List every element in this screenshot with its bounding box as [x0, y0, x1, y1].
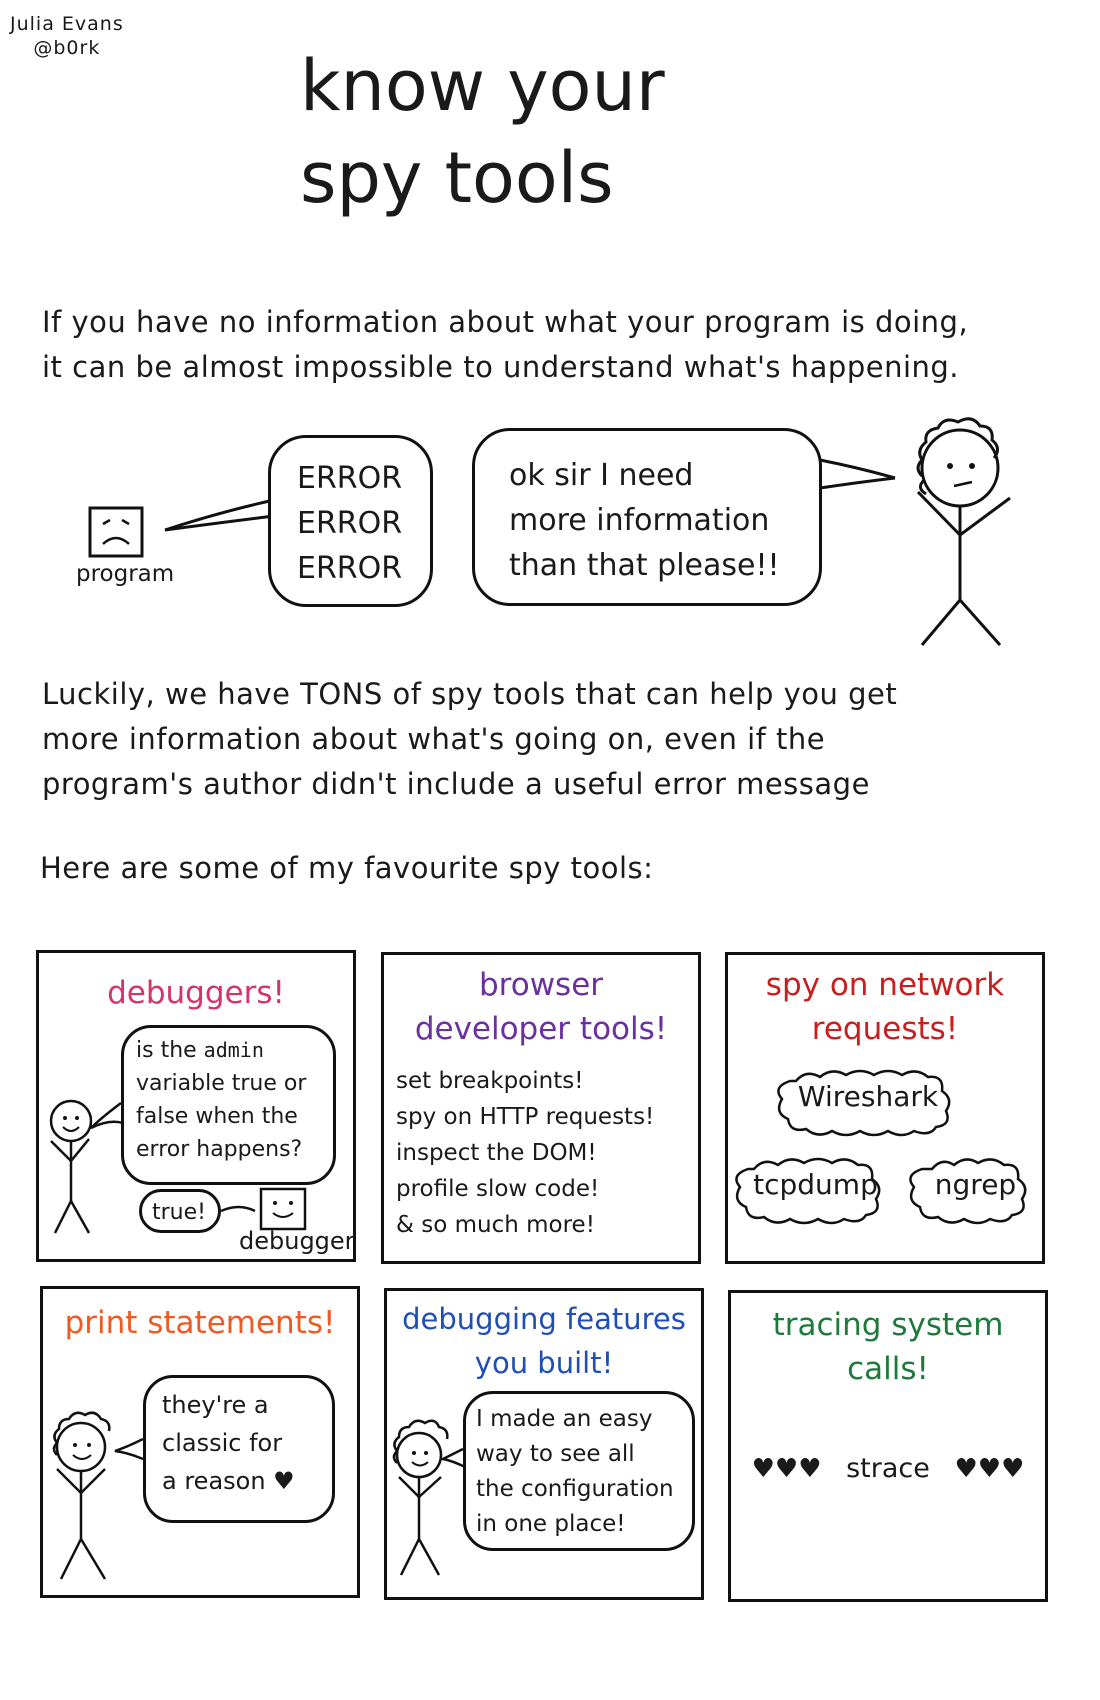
tcpdump-label: tcpdump	[753, 1168, 878, 1201]
cloud-outline-icon	[909, 1158, 1027, 1225]
person-speech-text: ok sir I need more information than that…	[509, 458, 780, 583]
error-speech-bubble: ERROR ERROR ERROR	[268, 435, 433, 607]
panel-tracing: tracing system calls! ♥♥♥ strace ♥♥♥	[728, 1290, 1048, 1602]
intro-line-2: it can be almost impossible to understan…	[42, 350, 960, 384]
debugger-question-bubble: is the admin variable true or false when…	[121, 1025, 336, 1185]
sad-program-icon	[88, 506, 144, 558]
print-drawing	[52, 1411, 144, 1580]
true-answer-text: true!	[152, 1200, 206, 1225]
browser-feature-item: profile slow code!	[396, 1176, 600, 1202]
panel-browser-devtools: browser developer tools! set breakpoints…	[381, 952, 701, 1264]
features-speech-bubble: I made an easy way to see all the config…	[463, 1391, 695, 1551]
program-label: program	[76, 561, 175, 587]
question-part-2: variable true or false when the error ha…	[136, 1071, 307, 1162]
panel-debugging-features: debugging features you built! I made an …	[384, 1288, 704, 1600]
debugger-label: debugger	[239, 1227, 355, 1255]
intro-paragraph: If you have no information about what yo…	[42, 300, 1062, 390]
browser-feature-item: spy on HTTP requests!	[396, 1104, 655, 1130]
admin-code: admin	[203, 1038, 264, 1062]
browser-feature-item: inspect the DOM!	[396, 1140, 597, 1166]
error-text: ERROR ERROR ERROR	[297, 461, 403, 586]
luckily-line-1: Luckily, we have TONS of spy tools that …	[42, 677, 898, 711]
panel-print-title: print statements!	[64, 1305, 336, 1341]
tcpdump-cloud: tcpdump	[735, 1155, 893, 1225]
browser-feature-item: set breakpoints!	[396, 1068, 584, 1094]
intro-line-1: If you have no information about what yo…	[42, 305, 969, 339]
person-speech-bubble: ok sir I need more information than that…	[472, 428, 822, 606]
person-figure	[916, 417, 1011, 646]
panel-browser-title: browser developer tools!	[414, 967, 668, 1047]
panel-print-statements: print statements! they're a classic for …	[40, 1286, 360, 1598]
author-credit: Julia Evans @b0rk	[10, 12, 124, 60]
luckily-line-3: program's author didn't include a useful…	[42, 767, 870, 801]
question-part-1: is the	[136, 1038, 204, 1063]
panel-network-title: spy on network requests!	[765, 967, 1005, 1047]
browser-feature-list: set breakpoints! spy on HTTP requests! i…	[396, 1063, 654, 1243]
print-speech-bubble: they're a classic for a reason ♥	[143, 1375, 335, 1523]
wireshark-cloud: Wireshark	[777, 1067, 958, 1137]
scene-drawing	[88, 417, 1011, 646]
page-title: know your spy tools	[300, 40, 860, 224]
debugger-question-text: is the admin variable true or false when…	[136, 1034, 306, 1166]
heart-icon: ♥♥♥	[954, 1454, 1025, 1484]
curly-hair-person-icon	[52, 1411, 111, 1580]
browser-feature-item: & so much more!	[396, 1212, 595, 1238]
panel-debuggers: debuggers! is the admin variable true or…	[36, 950, 356, 1262]
debuggers-drawing	[49, 1099, 307, 1234]
features-drawing	[392, 1419, 466, 1576]
strace-label: strace	[846, 1453, 930, 1484]
ngrep-cloud: ngrep	[909, 1155, 1033, 1225]
favourites-heading: Here are some of my favourite spy tools:	[40, 851, 654, 885]
curly-hair-person-icon	[392, 1419, 449, 1576]
cloud-outline-icon	[777, 1069, 951, 1137]
title-line-1: know your	[300, 45, 665, 127]
luckily-line-2: more information about what's going on, …	[42, 722, 826, 756]
panel-tracing-title: tracing system calls!	[772, 1307, 1004, 1387]
cloud-outline-icon	[735, 1157, 881, 1225]
true-answer-bubble: true!	[139, 1189, 221, 1233]
wireshark-label: Wireshark	[797, 1080, 939, 1113]
smiling-debugger-icon	[259, 1187, 307, 1231]
ngrep-label: ngrep	[934, 1168, 1017, 1201]
panel-features-title: debugging features you built!	[402, 1302, 686, 1380]
heart-icon: ♥♥♥	[751, 1454, 822, 1484]
panel-network: spy on network requests! Wireshark tcpdu…	[725, 952, 1045, 1264]
title-line-2: spy tools	[300, 137, 614, 219]
panel-debuggers-title: debuggers!	[107, 975, 285, 1011]
strace-row: ♥♥♥ strace ♥♥♥	[731, 1453, 1045, 1484]
features-speech-text: I made an easy way to see all the config…	[476, 1406, 674, 1537]
author-handle: @b0rk	[33, 37, 101, 59]
luckily-paragraph: Luckily, we have TONS of spy tools that …	[42, 672, 1062, 807]
smiling-person-icon	[49, 1099, 93, 1234]
author-name: Julia Evans	[10, 13, 124, 35]
print-speech-text: they're a classic for a reason ♥	[162, 1391, 295, 1495]
